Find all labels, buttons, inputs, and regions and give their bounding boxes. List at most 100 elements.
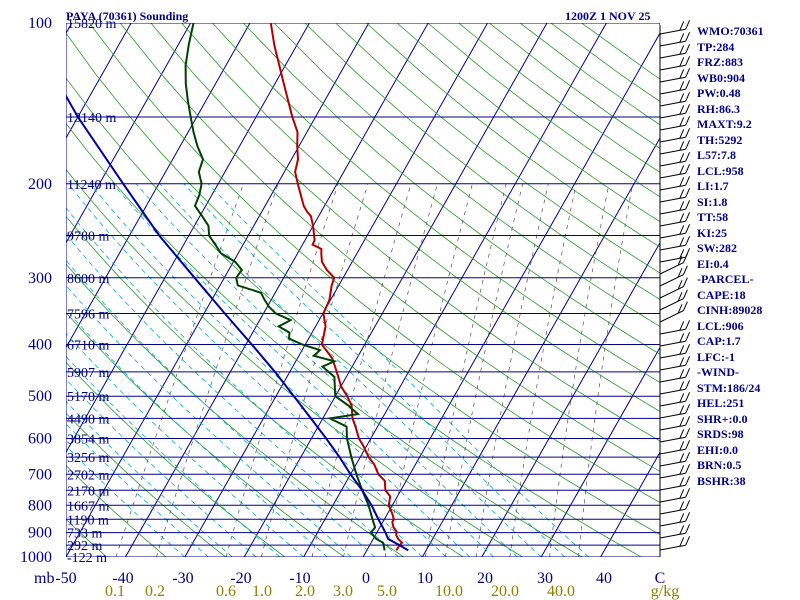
height-label: 733 m <box>67 527 103 542</box>
wind-barb-staff <box>659 64 686 71</box>
wind-barb-staff <box>659 148 686 155</box>
temperature-tick-label: -50 <box>55 570 76 587</box>
temperature-tick-label: -30 <box>172 570 193 587</box>
index-item: LI:1.7 <box>697 179 729 193</box>
index-item: -PARCEL- <box>697 272 754 286</box>
pressure-tick-label: 500 <box>28 388 52 405</box>
index-item: EI:0.4 <box>697 256 729 271</box>
wind-barb <box>659 68 691 83</box>
wind-barb-flag <box>685 56 691 66</box>
index-item: WB0:904 <box>697 70 745 85</box>
temperature-axis-labels: mb -50 -40 -30 -20 -10 0 10 20 30 40 C <box>34 570 665 587</box>
wind-barb <box>659 320 691 335</box>
wind-barb-staff <box>659 520 686 527</box>
height-label: 13140 m <box>67 111 117 126</box>
series-parcel <box>66 94 409 552</box>
wind-barb-flag <box>679 201 685 211</box>
series-temperature <box>269 23 404 551</box>
index-item: FRZ:883 <box>697 55 743 69</box>
xaxis-prefix: mb <box>34 570 54 587</box>
index-item: HEL:251 <box>697 396 745 410</box>
wind-barb <box>659 440 691 455</box>
wind-barb-flag <box>679 225 685 235</box>
dry-adiabat <box>66 263 404 557</box>
wind-barb-flag <box>679 441 685 451</box>
wind-barb-flag <box>685 332 691 342</box>
wind-barb-flag <box>685 92 691 102</box>
wind-barb-flag <box>679 153 685 163</box>
wind-barb-staff <box>659 448 686 455</box>
height-label: 8600 m <box>67 272 110 287</box>
wind-barb-flag <box>685 164 691 174</box>
height-label: 5170 m <box>67 390 110 405</box>
wind-barb-staff <box>659 352 686 359</box>
temperature-tick-label: 40 <box>596 570 612 587</box>
wind-barb-staff <box>659 484 686 491</box>
wind-barb-flag <box>679 93 685 103</box>
wind-barb-flag <box>679 525 685 535</box>
wind-barb-flag <box>682 289 688 299</box>
wind-barb-flag <box>685 188 691 198</box>
temperature-tick-label: -10 <box>289 570 310 587</box>
pressure-axis-labels: 100 200 300 400 500 600 700 800 900 1000 <box>20 15 52 566</box>
mixing-ratio-line <box>311 183 412 557</box>
isotherm <box>184 23 489 557</box>
wind-barb <box>659 104 691 119</box>
wind-barb-flag <box>685 476 691 486</box>
mixing-ratio-line <box>549 183 610 557</box>
wind-barb-staff <box>659 364 686 371</box>
moist-adiabat <box>183 183 566 557</box>
wind-barb-flag <box>679 21 685 31</box>
wind-barb-flag <box>685 20 691 30</box>
wind-barb-staff <box>659 232 686 239</box>
wind-barb-flag <box>685 128 691 138</box>
moist-adiabat <box>207 183 589 557</box>
height-label: 11240 m <box>67 178 116 193</box>
wind-barb <box>659 140 691 155</box>
wind-barb <box>659 176 691 191</box>
isotherm <box>243 23 548 557</box>
index-item: EHI:0.0 <box>697 442 739 457</box>
index-item: MAXT:9.2 <box>697 117 752 131</box>
index-item: TP:284 <box>697 39 735 54</box>
wind-barb <box>659 164 691 179</box>
chart-grid <box>66 23 660 557</box>
wind-barb-flag <box>685 536 691 546</box>
chart-time: 1200Z 1 NOV 25 <box>565 9 650 23</box>
mixing-ratio-tick-label: 5.0 <box>377 583 397 600</box>
wind-barb-staff <box>659 544 686 551</box>
wind-barb <box>659 536 691 551</box>
pressure-tick-label: 1000 <box>20 549 52 566</box>
wind-barb-flag <box>677 304 683 314</box>
wind-barb <box>659 152 691 167</box>
mixing-ratio-line <box>425 183 507 557</box>
wind-barb-staff <box>659 388 686 395</box>
wind-barb-flag <box>685 428 691 438</box>
wind-barb-flag <box>685 524 691 534</box>
moist-adiabat <box>135 183 518 557</box>
height-label: 1667 m <box>67 499 110 514</box>
wind-barb-flag <box>679 45 685 55</box>
wind-barb-flag <box>679 405 685 415</box>
wind-barb-flag <box>679 489 685 499</box>
wind-barb <box>659 512 691 527</box>
moist-adiabat <box>66 284 352 557</box>
mixing-ratio-tick-label: 0.6 <box>216 583 236 600</box>
wind-barb <box>659 224 691 239</box>
wind-barb-flag <box>685 440 691 450</box>
wind-barb <box>659 32 691 47</box>
wind-barb-flag <box>677 280 683 290</box>
wind-barb-flag <box>679 33 685 43</box>
wind-barb-staff <box>659 76 686 83</box>
wind-barb <box>659 452 691 467</box>
wind-barb <box>659 428 691 443</box>
isotherm <box>481 241 660 557</box>
wind-barb <box>659 404 691 419</box>
temperature-tick-label: -40 <box>112 570 133 587</box>
wind-barb-staff <box>659 88 686 95</box>
moist-adiabat <box>112 183 494 557</box>
mixing-ratio-line <box>475 183 549 557</box>
wind-barb <box>659 116 691 131</box>
wind-barb-staff <box>659 286 684 299</box>
wind-barb-flag <box>677 292 683 302</box>
